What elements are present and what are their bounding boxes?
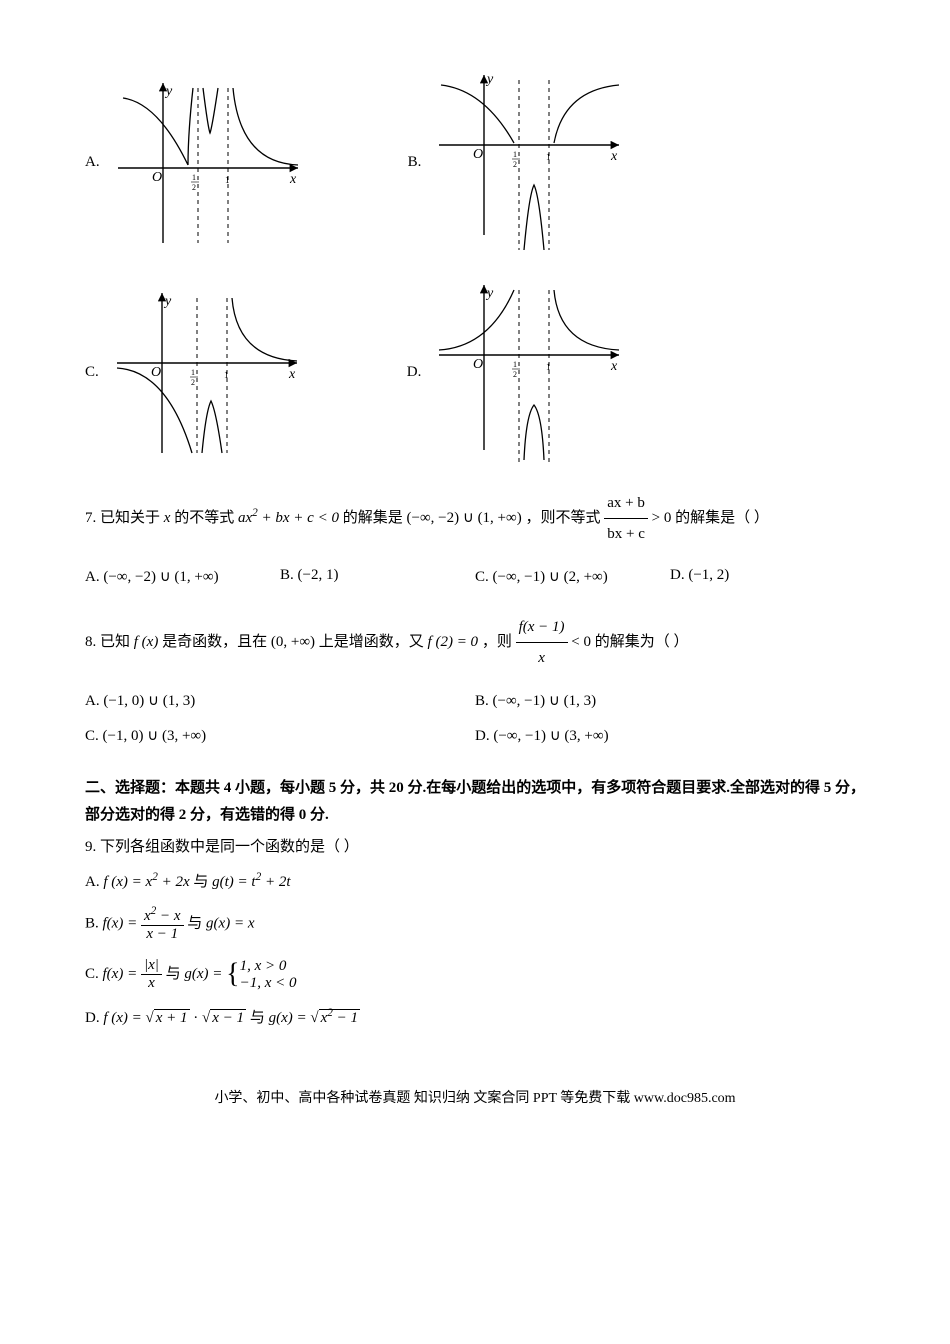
q7-set1: (−∞, −2) ∪ (1, +∞) [406, 510, 521, 526]
q9-opt-B: B. f(x) = x2 − x x − 1 与 g(x) = x [85, 905, 865, 943]
q7-suffix: 的解集是（ ） [675, 510, 769, 526]
graph-B: O y x 1 2 1 [429, 65, 629, 260]
q7-op: > 0 [652, 510, 672, 526]
q7-t4: ，则不等式 [525, 510, 600, 526]
svg-text:1: 1 [191, 368, 195, 377]
q8-frac: f(x − 1) x [516, 612, 568, 673]
svg-text:O: O [473, 357, 483, 372]
svg-text:1: 1 [546, 152, 551, 162]
svg-text:O: O [152, 170, 162, 185]
q8-opt-D: D. (−∞, −1) ∪ (3, +∞) [475, 726, 865, 745]
q7-opt-D: D. (−1, 2) [670, 567, 865, 586]
svg-text:y: y [485, 286, 494, 301]
q8-t1: 已知 [100, 634, 130, 650]
svg-text:1: 1 [513, 150, 517, 159]
svg-text:2: 2 [192, 183, 196, 192]
q7-frac-den: bx + c [604, 519, 648, 549]
svg-text:2: 2 [513, 370, 517, 379]
q7-options: A. (−∞, −2) ∪ (1, +∞) B. (−2, 1) C. (−∞,… [85, 559, 865, 594]
q8-options: A. (−1, 0) ∪ (1, 3) B. (−∞, −1) ∪ (1, 3)… [85, 683, 865, 753]
q8-opt-C: C. (−1, 0) ∪ (3, +∞) [85, 726, 475, 745]
svg-text:x: x [610, 359, 618, 374]
svg-text:1: 1 [513, 360, 517, 369]
section-2-header: 二、选择题：本题共 4 小题，每小题 5 分，共 20 分.在每小题给出的选项中… [85, 775, 865, 829]
q7-frac: ax + b bx + c [604, 488, 648, 549]
q8-opt-B: B. (−∞, −1) ∪ (1, 3) [475, 691, 865, 710]
q8-frac-den: x [516, 643, 568, 673]
svg-text:y: y [163, 294, 172, 309]
q8-fx: f (x) [134, 634, 162, 650]
svg-text:x: x [610, 149, 618, 164]
q7-opt-A: A. (−∞, −2) ∪ (1, +∞) [85, 567, 280, 586]
q7-t2: 的不等式 [174, 510, 234, 526]
panel-label-D: D. [407, 364, 422, 381]
svg-text:1: 1 [546, 362, 551, 372]
graph-C: O y x 1 2 1 [107, 283, 307, 463]
svg-text:x: x [288, 367, 296, 382]
graph-row-2: C. O y x 1 2 1 D. O y [85, 275, 865, 470]
q7-num: 7. [85, 510, 96, 526]
panel-label-B: B. [408, 154, 422, 171]
graph-cell-D: D. O y x 1 2 1 [407, 275, 630, 470]
svg-text:2: 2 [513, 160, 517, 169]
q7-t3: 的解集是 [343, 510, 403, 526]
svg-text:1: 1 [225, 175, 230, 185]
question-9: 9. 下列各组函数中是同一个函数的是（ ） [85, 835, 865, 856]
svg-text:y: y [164, 84, 173, 99]
q9-num: 9. [85, 839, 96, 855]
q8-op: < 0 [571, 634, 591, 650]
panel-label-C: C. [85, 364, 99, 381]
q7-ineq: ax2 + bx + c < 0 [238, 510, 343, 526]
q7-opt-B: B. (−2, 1) [280, 567, 475, 586]
q8-num: 8. [85, 634, 96, 650]
svg-text:2: 2 [191, 378, 195, 387]
graph-row-1: A. O y x 1 2 1 B. O [85, 65, 865, 260]
q7-t1: 已知关于 [100, 510, 160, 526]
graph-D: O y x 1 2 1 [429, 275, 629, 470]
q8-t4: ，则 [482, 634, 512, 650]
svg-text:1: 1 [224, 370, 229, 380]
q9-opt-C: C. f(x) = |x| x 与 g(x) = { 1, x > 0 −1, … [85, 957, 865, 992]
q8-eq: f (2) = 0 [428, 634, 482, 650]
q8-suffix: 的解集为（ ） [595, 634, 689, 650]
svg-text:y: y [485, 72, 494, 87]
q7-x: x [164, 510, 174, 526]
q9-opt-D: D. f (x) = √x + 1 · √x − 1 与 g(x) = √x2 … [85, 1006, 865, 1027]
q7-opt-C: C. (−∞, −1) ∪ (2, +∞) [475, 567, 670, 586]
svg-text:x: x [289, 172, 297, 187]
graph-A: O y x 1 2 1 [108, 73, 308, 253]
q8-t3: 上是增函数，又 [319, 634, 424, 650]
graph-cell-B: B. O y x 1 2 1 [408, 65, 630, 260]
q7-frac-num: ax + b [604, 488, 648, 519]
q8-opt-A: A. (−1, 0) ∪ (1, 3) [85, 691, 475, 710]
svg-text:O: O [473, 147, 483, 162]
graph-cell-C: C. O y x 1 2 1 [85, 275, 307, 470]
question-7: 7. 已知关于 x 的不等式 ax2 + bx + c < 0 的解集是 (−∞… [85, 488, 865, 549]
graph-cell-A: A. O y x 1 2 1 [85, 65, 308, 260]
q9-options: A. f (x) = x2 + 2x 与 g(t) = t2 + 2t B. f… [85, 870, 865, 1027]
q8-int: (0, +∞) [271, 634, 315, 650]
question-8: 8. 已知 f (x) 是奇函数，且在 (0, +∞) 上是增函数，又 f (2… [85, 612, 865, 673]
panel-label-A: A. [85, 154, 100, 171]
sqrt-icon: √x + 1 [146, 1010, 190, 1027]
q8-t2: 是奇函数，且在 [162, 634, 267, 650]
q9-stem: 下列各组函数中是同一个函数的是（ ） [100, 839, 359, 855]
page-footer: 小学、初中、高中各种试卷真题 知识归纳 文案合同 PPT 等免费下载 www.d… [85, 1087, 865, 1107]
q8-frac-num: f(x − 1) [516, 612, 568, 643]
q9-opt-A: A. f (x) = x2 + 2x 与 g(t) = t2 + 2t [85, 870, 865, 891]
svg-text:1: 1 [192, 173, 196, 182]
svg-text:O: O [151, 365, 161, 380]
